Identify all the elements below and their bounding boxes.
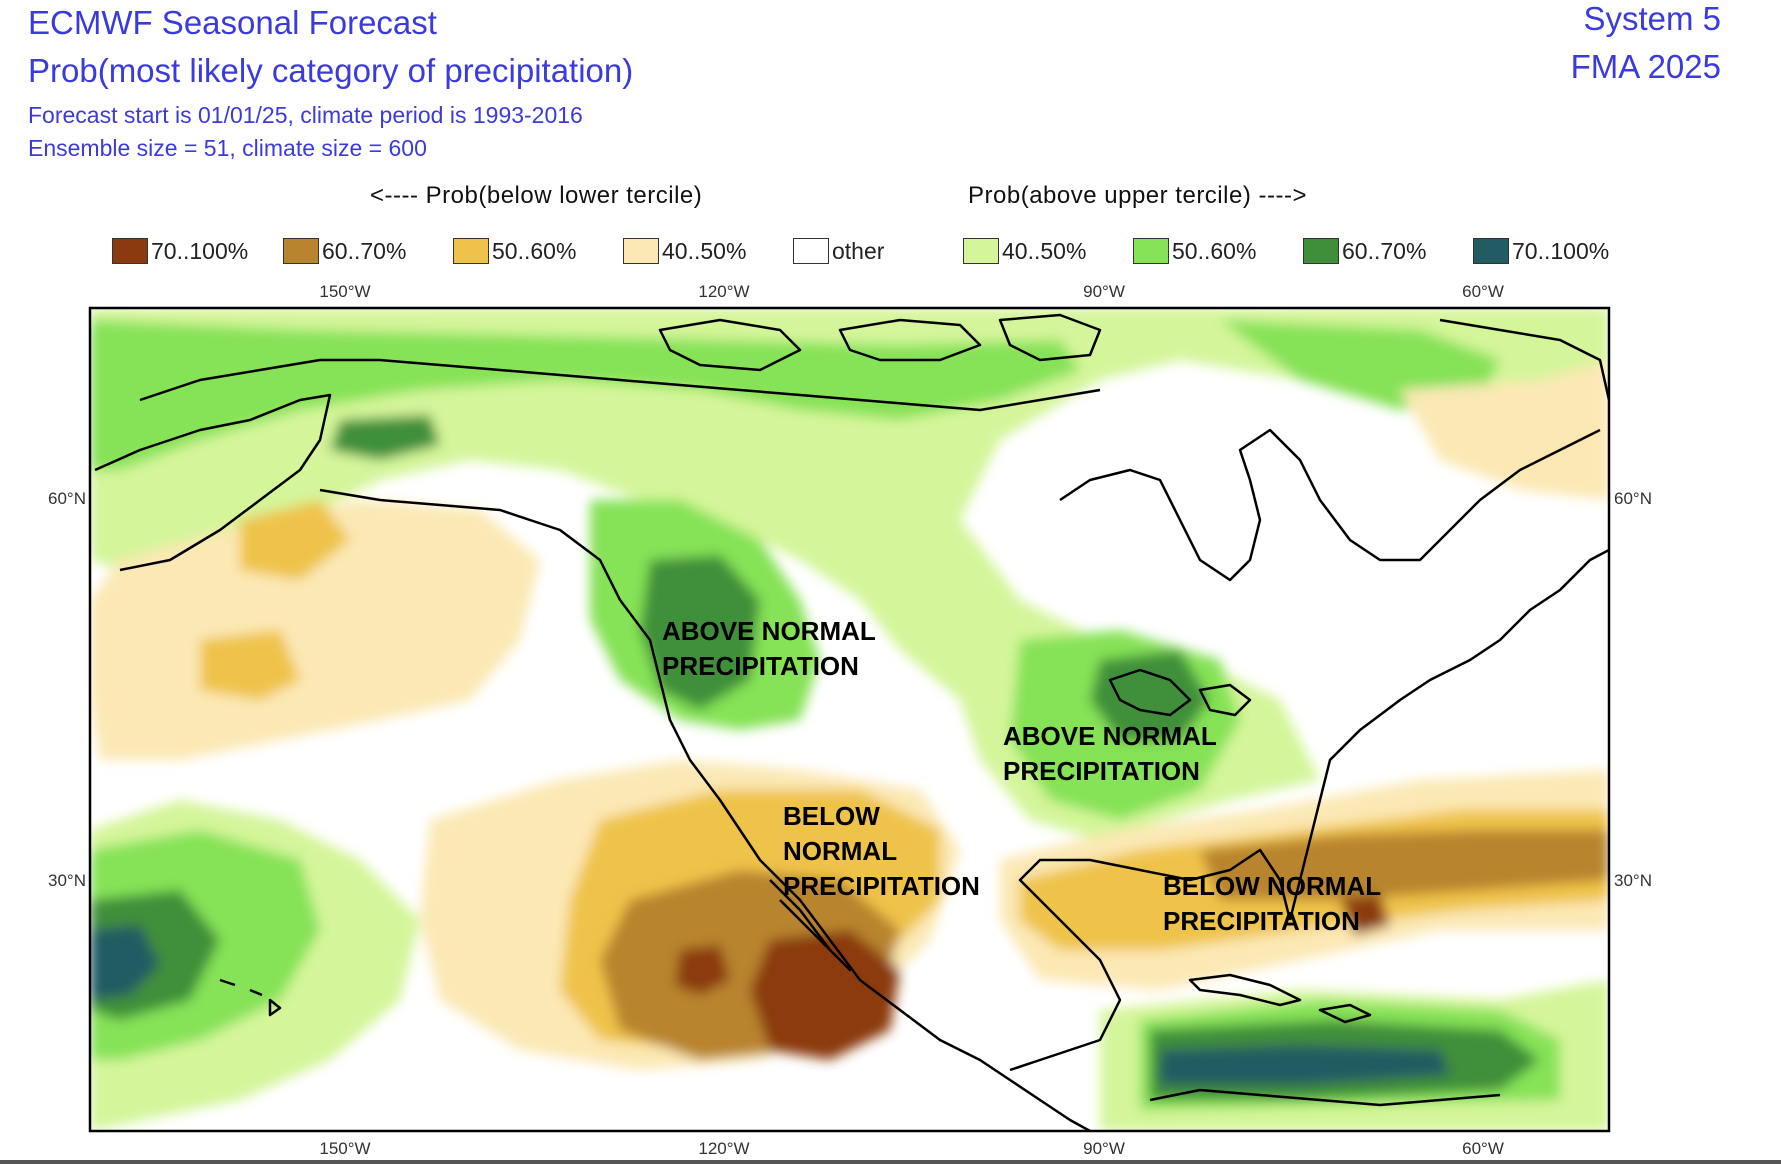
legend-above-heading: Prob(above upper tercile) ---->	[968, 182, 1307, 209]
forecast-start-info: Forecast start is 01/01/25, climate peri…	[28, 102, 583, 128]
annotation-line: PRECIPITATION	[783, 871, 980, 901]
lat-label-60n-right: 60°N	[1614, 489, 1652, 508]
annotation-line: ABOVE NORMAL	[662, 616, 876, 646]
legend-item-above-50-60: 50..60%	[1133, 236, 1256, 266]
legend-label: 50..60%	[492, 237, 577, 264]
coastline-north-american-west	[319, 488, 1091, 1131]
legend-label: 70..100%	[151, 237, 249, 264]
lon-label-90w-top: 90°W	[1083, 282, 1125, 301]
field-below-70-100	[675, 945, 730, 995]
legend-item-above-40-50: 40..50%	[963, 236, 1086, 266]
coastline-greenland	[1439, 318, 1609, 401]
annotation-below-west: BELOW NORMAL PRECIPITATION	[783, 801, 980, 901]
period-label: FMA 2025	[1570, 48, 1721, 85]
annotation-above-east: ABOVE NORMAL PRECIPITATION	[1003, 721, 1217, 786]
field-above-50-60	[1220, 320, 1500, 410]
legend-swatch	[963, 238, 999, 264]
lat-label-60n-left: 60°N	[48, 489, 86, 508]
legend-item-above-70-100: 70..100%	[1473, 236, 1609, 266]
coastline-great-lakes	[1198, 683, 1252, 717]
legend-label: 60..70%	[322, 237, 407, 264]
field-above-60-70	[330, 415, 440, 460]
coastline-arctic-islands	[998, 313, 1102, 362]
legend-label: other	[832, 237, 885, 264]
annotation-line: PRECIPITATION	[662, 651, 859, 681]
annotation-above-west: ABOVE NORMAL PRECIPITATION	[662, 616, 876, 681]
lon-label-60w-bottom: 60°W	[1462, 1139, 1504, 1158]
coastline-great-lakes	[1108, 668, 1192, 717]
annotation-line: BELOW NORMAL	[1163, 871, 1381, 901]
field-below-50-60	[240, 500, 350, 580]
annotation-line: PRECIPITATION	[1003, 756, 1200, 786]
lat-label-30n-left: 30°N	[48, 871, 86, 890]
legend-label: 40..50%	[662, 237, 747, 264]
legend-item-below-40-50: 40..50%	[623, 236, 746, 266]
legend-item-below-60-70: 60..70%	[283, 236, 406, 266]
legend-item-below-70-100: 70..100%	[112, 236, 248, 266]
lon-label-150w-top: 150°W	[319, 282, 370, 301]
coastline-baja-california	[769, 879, 852, 972]
coastline-arctic-islands	[838, 318, 982, 362]
legend-item-other: other	[793, 236, 884, 266]
system-label: System 5	[1583, 0, 1721, 37]
legend-swatch	[1473, 238, 1509, 264]
coastline-hispaniola	[1318, 1003, 1372, 1024]
coastline-gulf-of-mexico	[1009, 848, 1292, 1072]
coastline-hudson-bay	[1059, 428, 1601, 582]
legend-swatch	[112, 238, 148, 264]
coastline-alaska-pacific	[94, 393, 332, 572]
coastline-us-east	[1288, 548, 1609, 921]
field-above-50-60	[90, 320, 1080, 470]
annotation-below-east: BELOW NORMAL PRECIPITATION	[1163, 871, 1381, 936]
legend-swatch	[1133, 238, 1169, 264]
field-below-70-100	[1340, 895, 1390, 935]
lon-label-120w-top: 120°W	[698, 282, 749, 301]
field-below-40-50	[1400, 360, 1609, 500]
coastline-hawaii	[219, 978, 282, 1017]
annotation-line: NORMAL	[783, 836, 897, 866]
legend-label: 70..100%	[1512, 237, 1610, 264]
field-below-60-70	[1200, 830, 1609, 900]
coastline-cuba	[1188, 973, 1302, 1007]
lon-label-150w-bottom: 150°W	[319, 1139, 370, 1158]
annotation-line: ABOVE NORMAL	[1003, 721, 1217, 751]
legend-label: 60..70%	[1342, 237, 1427, 264]
annotation-line: BELOW	[783, 801, 880, 831]
map-title: ECMWF Seasonal Forecast	[28, 4, 437, 41]
legend-item-below-50-60: 50..60%	[453, 236, 576, 266]
legend-swatch	[1303, 238, 1339, 264]
map-frame	[88, 306, 1611, 1133]
legend-item-above-60-70: 60..70%	[1303, 236, 1426, 266]
ensemble-info: Ensemble size = 51, climate size = 600	[28, 135, 427, 161]
legend-label: 40..50%	[1002, 237, 1087, 264]
lat-label-30n-right: 30°N	[1614, 871, 1652, 890]
field-above-70-100	[1160, 1045, 1450, 1085]
field-above-70-100	[90, 925, 160, 1000]
field-above-60-70	[1090, 650, 1210, 740]
legend-swatch	[283, 238, 319, 264]
coastline-south-america	[1149, 1088, 1501, 1107]
legend-swatch	[793, 238, 829, 264]
lon-label-90w-bottom: 90°W	[1083, 1139, 1125, 1158]
legend-below-heading: <---- Prob(below lower tercile)	[370, 182, 703, 209]
lon-label-60w-top: 60°W	[1462, 282, 1504, 301]
lon-label-120w-bottom: 120°W	[698, 1139, 749, 1158]
coastlines	[94, 313, 1609, 1131]
legend-swatch	[453, 238, 489, 264]
field-below-50-60	[200, 630, 300, 700]
legend-swatch	[623, 238, 659, 264]
field-below-70-100	[750, 930, 900, 1060]
coastline-arctic-islands	[658, 318, 802, 372]
legend-label: 50..60%	[1172, 237, 1257, 264]
bottom-border	[0, 1160, 1781, 1164]
map-subtitle: Prob(most likely category of precipitati…	[28, 52, 634, 89]
field-above-60-70	[640, 555, 760, 710]
coastline-arctic	[139, 358, 1101, 412]
field-below-40-50	[90, 500, 540, 760]
annotation-line: PRECIPITATION	[1163, 906, 1360, 936]
probability-field: ABOVE NORMAL PRECIPITATION ABOVE NORMAL …	[90, 308, 1609, 1131]
